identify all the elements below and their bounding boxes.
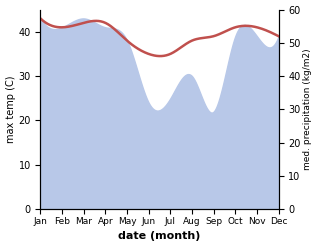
Y-axis label: med. precipitation (kg/m2): med. precipitation (kg/m2) xyxy=(303,49,313,170)
Y-axis label: max temp (C): max temp (C) xyxy=(5,76,16,143)
X-axis label: date (month): date (month) xyxy=(118,231,201,242)
